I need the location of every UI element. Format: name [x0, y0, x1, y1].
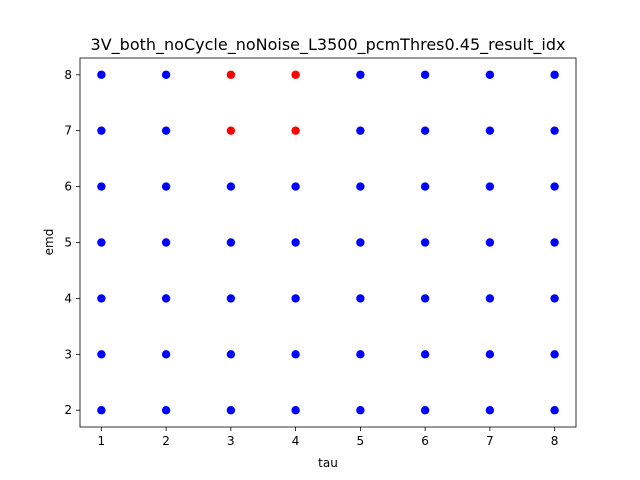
scatter-point-blue [161, 238, 171, 247]
scatter-point-blue [226, 182, 236, 191]
scatter-point-blue [550, 182, 559, 191]
x-tick-label: 8 [551, 434, 559, 448]
scatter-point-red [226, 126, 236, 135]
y-tick-label: 6 [64, 180, 72, 194]
x-axis-label: tau [318, 456, 338, 470]
scatter-point-blue [97, 70, 106, 79]
x-tick-label: 4 [292, 434, 300, 448]
scatter-point-blue [291, 294, 300, 303]
plot-area: 1 2 3 4 5 6 7 8 2 3 4 5 6 7 8 [64, 57, 577, 448]
scatter-point-blue [161, 294, 171, 303]
scatter-point-red [291, 70, 300, 79]
scatter-point-blue [420, 294, 430, 303]
scatter-point-blue [356, 70, 365, 79]
chart-title: 3V_both_noCycle_noNoise_L3500_pcmThres0.… [91, 35, 566, 55]
scatter-point-blue [550, 350, 559, 359]
x-tick-label: 5 [357, 434, 365, 448]
scatter-point-blue [550, 238, 559, 247]
scatter-point-blue [550, 70, 559, 79]
x-tick-label: 2 [162, 434, 170, 448]
scatter-point-blue [356, 294, 365, 303]
scatter-point-blue [161, 182, 171, 191]
scatter-point-blue [226, 406, 236, 415]
scatter-point-blue [356, 350, 365, 359]
y-tick-label: 2 [64, 403, 72, 417]
x-tick-label: 3 [227, 434, 235, 448]
scatter-point-blue [161, 70, 171, 79]
scatter-point-blue [161, 126, 171, 135]
scatter-point-blue [420, 350, 430, 359]
scatter-point-blue [97, 350, 106, 359]
scatter-point-blue [97, 406, 106, 415]
scatter-point-blue [161, 406, 171, 415]
scatter-point-blue [420, 70, 430, 79]
scatter-point-red [226, 70, 236, 79]
y-tick-label: 7 [64, 124, 72, 138]
x-tick-label: 6 [421, 434, 429, 448]
scatter-point-blue [97, 238, 106, 247]
y-tick-label: 8 [64, 68, 72, 82]
scatter-point-blue [356, 126, 365, 135]
scatter-point-blue [420, 126, 430, 135]
scatter-point-blue [485, 182, 495, 191]
scatter-point-blue [291, 238, 300, 247]
scatter-point-blue [291, 406, 300, 415]
scatter-point-blue [226, 350, 236, 359]
scatter-point-blue [97, 182, 106, 191]
scatter-point-blue [485, 350, 495, 359]
scatter-point-blue [485, 70, 495, 79]
y-axis-label: emd [42, 229, 56, 256]
y-tick-label: 5 [64, 236, 72, 250]
scatter-point-blue [97, 126, 106, 135]
y-tick-label: 4 [64, 291, 72, 305]
scatter-point-blue [97, 294, 106, 303]
scatter-point-blue [485, 406, 495, 415]
scatter-point-blue [226, 238, 236, 247]
scatter-point-blue [485, 126, 495, 135]
scatter-point-blue [550, 294, 559, 303]
scatter-point-blue [356, 182, 365, 191]
scatter-point-blue [356, 238, 365, 247]
x-tick-label: 1 [98, 434, 106, 448]
scatter-point-blue [356, 406, 365, 415]
scatter-point-red [291, 126, 300, 135]
x-tick-label: 7 [486, 434, 494, 448]
scatter-point-blue [550, 126, 559, 135]
scatter-point-blue [550, 406, 559, 415]
scatter-point-blue [291, 350, 300, 359]
y-tick-label: 3 [64, 347, 72, 361]
scatter-point-blue [420, 182, 430, 191]
scatter-point-blue [161, 350, 171, 359]
scatter-point-blue [420, 406, 430, 415]
scatter-point-blue [420, 238, 430, 247]
scatter-point-blue [226, 294, 236, 303]
scatter-point-blue [485, 294, 495, 303]
scatter-point-blue [291, 182, 300, 191]
scatter-point-blue [485, 238, 495, 247]
